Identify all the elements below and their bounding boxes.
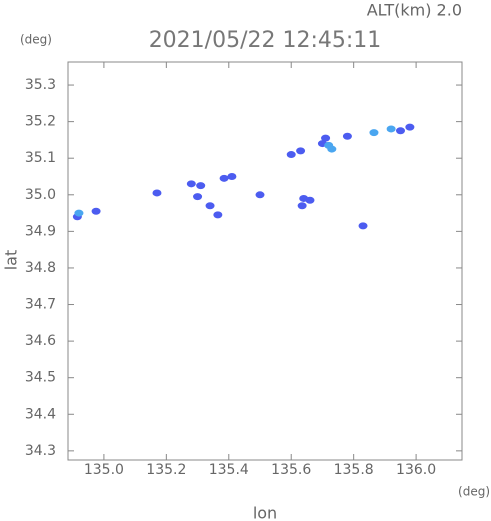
echo [386,125,396,133]
y-tick-label: 35.2 [25,114,56,130]
y-tick-label: 34.7 [25,297,56,313]
echo [369,129,379,137]
echo [219,174,229,182]
x-tick-label: 135.6 [271,462,311,478]
x-tick-label: 136.0 [396,462,436,478]
y-tick-label: 34.3 [25,443,56,459]
x-tick-label: 135.2 [146,462,186,478]
y-tick-label: 35.3 [25,77,56,93]
echo [327,145,337,153]
y-tick-label: 35.1 [25,150,56,166]
y-tick-label: 34.8 [25,260,56,276]
echo [213,211,223,219]
echo [91,207,101,215]
echo [227,172,237,180]
y-tick-label: 34.5 [25,370,56,386]
echo [305,196,315,204]
echo [297,202,307,210]
x-tick-label: 135.0 [84,462,124,478]
y-tick-label: 35.0 [25,187,56,203]
echo [74,209,84,217]
echo [196,182,206,190]
y-tick-label: 34.9 [25,223,56,239]
y-tick-label: 34.4 [25,406,56,422]
echo [405,123,415,131]
echo [395,127,405,135]
y-axis-label: lat [2,250,21,271]
echo [152,189,162,197]
echo [296,147,306,155]
plot-frame [67,61,463,461]
echo [358,222,368,230]
echo [342,132,352,140]
echo [255,191,265,199]
chart-title: 2021/05/22 12:45:11 [149,28,382,53]
echo [205,202,215,210]
x-tick-label: 135.8 [334,462,374,478]
echo [321,134,331,142]
x-axis-label: lon [253,504,277,521]
echo [193,193,203,201]
y-tick-label: 34.6 [25,333,56,349]
chart-subtitle: ALT(km) 2.0 [367,1,462,20]
echo [186,180,196,188]
x-tick-label: 135.4 [209,462,249,478]
x-unit: (deg) [458,485,490,499]
echo [286,151,296,159]
y-unit: (deg) [20,33,52,47]
